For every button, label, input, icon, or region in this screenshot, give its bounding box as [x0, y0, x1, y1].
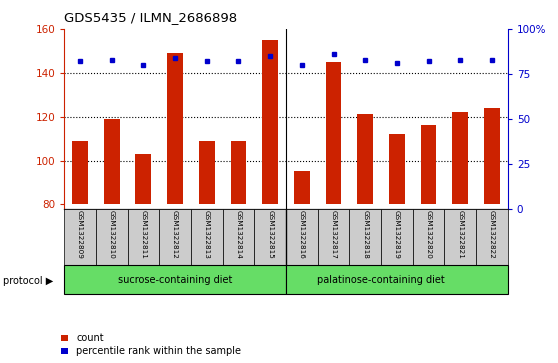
Text: GSM1322811: GSM1322811 [141, 211, 146, 259]
Bar [199, 141, 215, 204]
FancyBboxPatch shape [223, 209, 254, 265]
Bar [484, 108, 500, 204]
Text: GSM1322815: GSM1322815 [267, 211, 273, 259]
Bar [421, 126, 436, 204]
Bar [357, 114, 373, 204]
Text: GSM1322821: GSM1322821 [457, 211, 463, 259]
Bar [230, 141, 247, 204]
FancyBboxPatch shape [64, 209, 96, 265]
Text: GSM1322816: GSM1322816 [299, 211, 305, 259]
Bar [389, 134, 405, 204]
Text: GDS5435 / ILMN_2686898: GDS5435 / ILMN_2686898 [64, 11, 237, 24]
Bar [167, 53, 183, 204]
Text: GSM1322819: GSM1322819 [394, 211, 400, 259]
FancyBboxPatch shape [476, 209, 508, 265]
FancyBboxPatch shape [413, 209, 444, 265]
Text: GSM1322809: GSM1322809 [77, 211, 83, 259]
Text: GSM1322817: GSM1322817 [330, 211, 336, 259]
FancyBboxPatch shape [349, 209, 381, 265]
Text: palatinose-containing diet: palatinose-containing diet [317, 274, 445, 285]
FancyBboxPatch shape [64, 265, 286, 294]
FancyBboxPatch shape [96, 209, 128, 265]
Text: GSM1322810: GSM1322810 [109, 211, 115, 259]
Bar [294, 171, 310, 204]
FancyBboxPatch shape [128, 209, 159, 265]
Text: GSM1322812: GSM1322812 [172, 211, 178, 259]
Text: GSM1322813: GSM1322813 [204, 211, 210, 259]
FancyBboxPatch shape [159, 209, 191, 265]
FancyBboxPatch shape [286, 209, 318, 265]
FancyBboxPatch shape [444, 209, 476, 265]
FancyBboxPatch shape [191, 209, 223, 265]
Text: GSM1322820: GSM1322820 [426, 211, 431, 259]
Bar [453, 112, 468, 204]
Bar [262, 40, 278, 204]
FancyBboxPatch shape [254, 209, 286, 265]
FancyBboxPatch shape [381, 209, 413, 265]
Bar [136, 154, 151, 204]
Text: sucrose-containing diet: sucrose-containing diet [118, 274, 232, 285]
FancyBboxPatch shape [286, 265, 508, 294]
Bar [104, 119, 119, 204]
Text: GSM1322814: GSM1322814 [235, 211, 242, 259]
FancyBboxPatch shape [318, 209, 349, 265]
Bar [72, 141, 88, 204]
Text: GSM1322822: GSM1322822 [489, 211, 495, 259]
Bar [325, 62, 341, 204]
Legend: count, percentile rank within the sample: count, percentile rank within the sample [61, 333, 241, 356]
Text: protocol ▶: protocol ▶ [3, 276, 53, 286]
Text: GSM1322818: GSM1322818 [362, 211, 368, 259]
